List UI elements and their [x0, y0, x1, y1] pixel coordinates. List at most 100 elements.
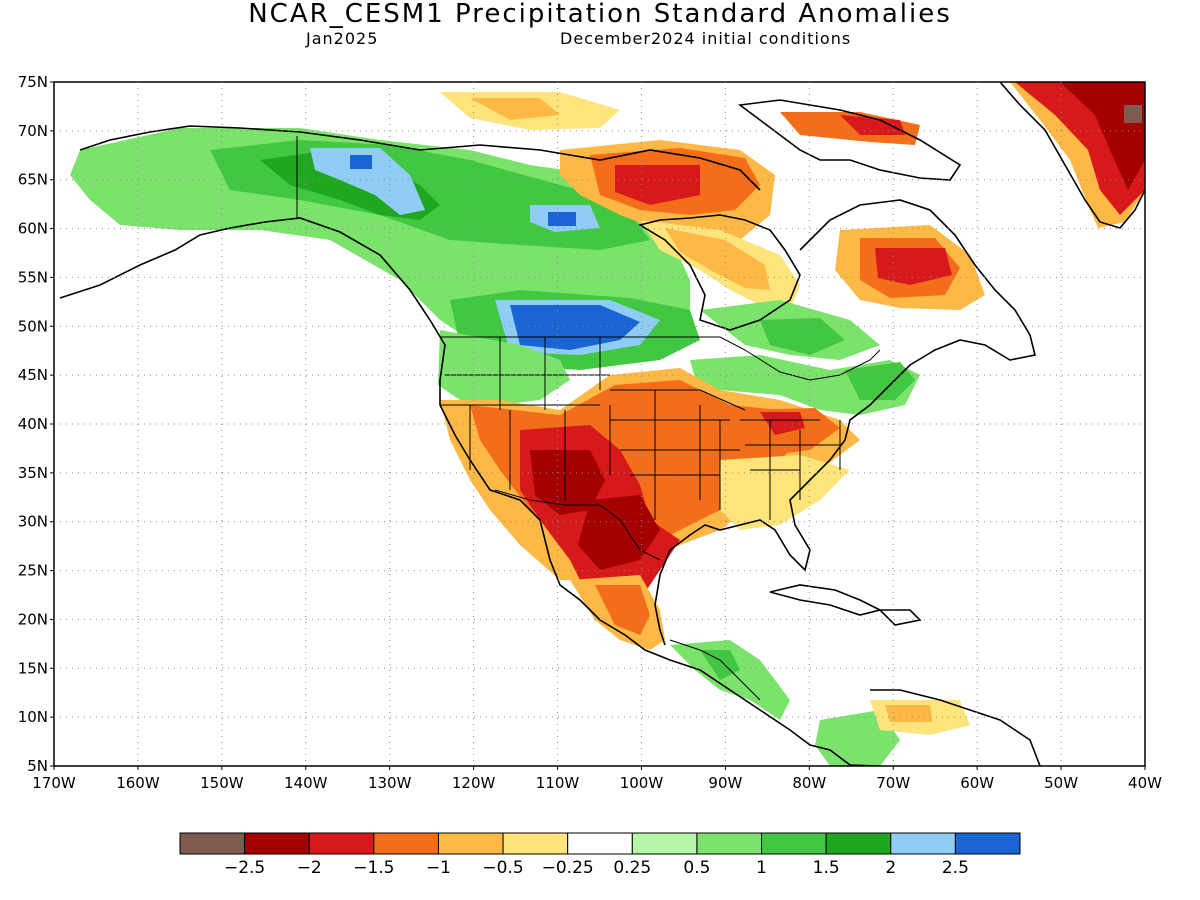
lon-tick-label: 80W	[792, 774, 826, 792]
colorbar-swatch	[890, 832, 956, 855]
lat-tick-label: 70N	[18, 122, 48, 140]
border-us-mexico	[494, 489, 661, 561]
anomaly-arctic-core	[470, 98, 560, 120]
colorbar-swatch	[567, 832, 633, 855]
lon-tick-label: 60W	[960, 774, 994, 792]
longitude-axis: 170W 160W 150W 140W 130W 120W 110W 100W 90W 80W 70…	[32, 766, 1162, 792]
anomaly-hudson-north-peak	[615, 165, 700, 205]
map-title: NCAR_CESM1 Precipitation Standard Anomal…	[248, 0, 952, 29]
latitude-axis: 75N 70N 65N 60N 55N 50N 45N 40N 35N 30N 25N 20N 15N 1…	[18, 73, 54, 775]
lon-tick-label: 140W	[284, 774, 328, 792]
anomaly-greenland-peak	[1060, 82, 1145, 190]
colorbar-swatch	[631, 832, 698, 855]
coast-south-america	[870, 689, 1041, 766]
colorbar-swatch	[373, 832, 439, 855]
colorbar-label: 2	[885, 858, 896, 878]
lat-tick-label: 65N	[18, 171, 48, 189]
colorbar-swatch	[761, 832, 827, 855]
anomaly-venezuela-core	[885, 705, 932, 722]
colorbar-label: 2.5	[942, 858, 969, 878]
colorbar-swatch	[825, 832, 892, 855]
lon-tick-label: 160W	[116, 774, 160, 792]
lon-tick-label: 150W	[200, 774, 244, 792]
colorbar-label: −1.5	[353, 858, 394, 878]
coast-arctic-north	[79, 125, 761, 191]
forecast-month: Jan2025	[306, 29, 379, 48]
lon-tick-label: 130W	[368, 774, 412, 792]
colorbar-swatch	[437, 832, 504, 855]
border-us-canada	[440, 336, 881, 381]
anomaly-shading	[70, 82, 1145, 766]
lat-tick-label: 10N	[18, 708, 48, 726]
coast-baffin	[737, 99, 962, 181]
colorbar-label: 0.25	[613, 858, 651, 878]
lon-tick-label: 110W	[536, 774, 580, 792]
colorbar-label: −1	[426, 858, 451, 878]
lon-tick-label: 170W	[32, 774, 76, 792]
coastlines	[59, 82, 1145, 766]
lon-tick-label: 50W	[1044, 774, 1078, 792]
colorbar-swatch	[696, 832, 763, 855]
lat-tick-label: 60N	[18, 220, 48, 238]
colorbar-label: −2	[297, 858, 322, 878]
colorbar-label: −0.25	[542, 858, 594, 878]
state-lines-west	[440, 404, 611, 500]
colorbar-swatch	[502, 832, 569, 855]
lat-tick-label: 20N	[18, 610, 48, 628]
lat-tick-label: 45N	[18, 366, 48, 384]
coast-labrador	[654, 199, 1036, 646]
lat-tick-label: 55N	[18, 268, 48, 286]
anomaly-sw-peak	[530, 450, 605, 515]
border-central-america	[669, 639, 761, 701]
lat-tick-label: 30N	[18, 513, 48, 531]
anomaly-tx-peak	[578, 495, 660, 570]
anomaly-mexico-core	[595, 585, 650, 635]
state-lines-east	[740, 419, 841, 520]
colorbar-swatch	[954, 832, 1021, 855]
anomaly-new-england	[845, 362, 915, 400]
lon-tick-label: 40W	[1128, 774, 1162, 792]
anomaly-ohio-valley-core	[760, 412, 805, 435]
anomaly-prairies-blue	[510, 305, 640, 350]
lon-tick-label: 70W	[876, 774, 910, 792]
graticule	[54, 82, 1145, 766]
colorbar-label: −2.5	[224, 858, 265, 878]
anomaly-central-america-core	[700, 650, 740, 680]
anomaly-yukon-light-blue	[310, 148, 425, 215]
lat-tick-label: 5N	[27, 757, 48, 775]
colorbar-label: 0.5	[683, 858, 710, 878]
coast-alaska	[59, 217, 881, 766]
lon-tick-label: 90W	[708, 774, 742, 792]
lon-tick-label: 100W	[620, 774, 664, 792]
anomaly-southeast	[720, 455, 850, 530]
political-borders	[296, 136, 881, 701]
colorbar-swatch	[308, 832, 375, 855]
lat-tick-label: 75N	[18, 73, 48, 91]
lat-tick-label: 25N	[18, 562, 48, 580]
colorbar-swatch	[244, 832, 310, 855]
lon-tick-label: 120W	[452, 774, 496, 792]
lat-tick-label: 40N	[18, 415, 48, 433]
colorbar-label: 1.5	[813, 858, 840, 878]
anomaly-hudson-bay-core	[665, 228, 770, 290]
coast-greenland	[999, 82, 1145, 229]
initial-conditions: December2024 initial conditions	[560, 29, 852, 48]
coast-cuba	[769, 584, 883, 616]
anomaly-ontario-wet	[760, 318, 845, 355]
lat-tick-label: 15N	[18, 659, 48, 677]
coast-hispaniola	[878, 609, 922, 626]
anomaly-labrador-peak	[875, 248, 952, 285]
anomaly-great-slave-blue	[548, 212, 576, 226]
anomaly-pacific-nw	[438, 330, 570, 405]
colorbar-label: −0.5	[482, 858, 523, 878]
colorbar-swatch	[179, 832, 246, 855]
lat-tick-label: 35N	[18, 464, 48, 482]
colorbar: −2.5 −2 −1.5 −1 −0.5 −0.25 0.25 0.5 1 1.5 2 2.5	[179, 832, 1021, 878]
colorbar-label: 1	[756, 858, 767, 878]
anomaly-baffin-core	[840, 115, 905, 135]
lat-tick-label: 50N	[18, 317, 48, 335]
anomaly-yukon-blue	[350, 155, 372, 169]
coast-hudson-bay	[637, 214, 801, 331]
state-lines-central	[610, 390, 740, 520]
